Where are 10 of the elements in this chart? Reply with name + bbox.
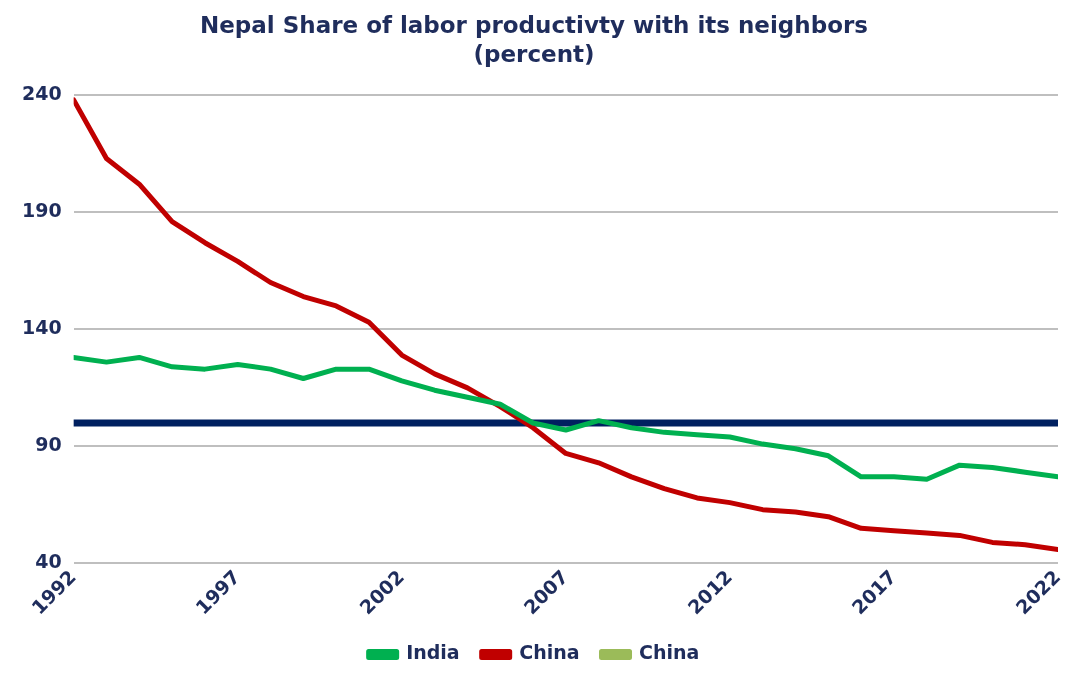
chart-subtitle: (percent) [473,41,595,68]
y-tick-label: 190 [21,199,62,222]
y-tick-label: 240 [21,82,62,105]
chart-title: Nepal Share of labor productivty with its neighbors [200,11,868,38]
y-tick-label: 40 [35,550,62,573]
legend-label: China [519,641,580,664]
y-tick-label: 90 [35,433,62,456]
legend-label: India [406,641,460,664]
y-tick-label: 140 [21,316,62,339]
legend-label: China [639,641,700,664]
